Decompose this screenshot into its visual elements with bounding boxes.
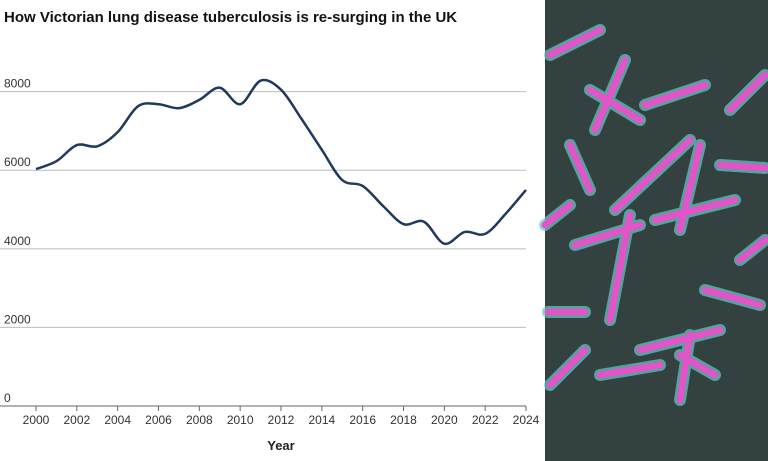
x-tick-label: 2002	[63, 413, 90, 427]
x-tick-label: 2018	[390, 413, 417, 427]
y-tick-label: 0	[4, 391, 11, 405]
x-tick-label: 2008	[186, 413, 213, 427]
x-tick-label: 2010	[227, 413, 254, 427]
x-tick-label: 2006	[145, 413, 172, 427]
x-tick-label: 2014	[308, 413, 335, 427]
x-tick-label: 2020	[431, 413, 458, 427]
y-tick-label: 8000	[4, 77, 31, 91]
y-tick-label: 4000	[4, 234, 31, 248]
x-tick-label: 2024	[513, 413, 540, 427]
y-tick-label: 2000	[4, 312, 31, 326]
x-tick-label: 2004	[104, 413, 131, 427]
microscopy-image	[539, 0, 768, 461]
y-tick-label: 6000	[4, 155, 31, 169]
x-tick-label: 2012	[268, 413, 295, 427]
x-axis-label: Year	[267, 438, 294, 453]
x-tick-label: 2016	[349, 413, 376, 427]
x-tick-label: 2000	[23, 413, 50, 427]
chart-title: How Victorian lung disease tuberculosis …	[4, 9, 457, 26]
data-line	[35, 78, 527, 246]
x-tick-label: 2022	[472, 413, 499, 427]
